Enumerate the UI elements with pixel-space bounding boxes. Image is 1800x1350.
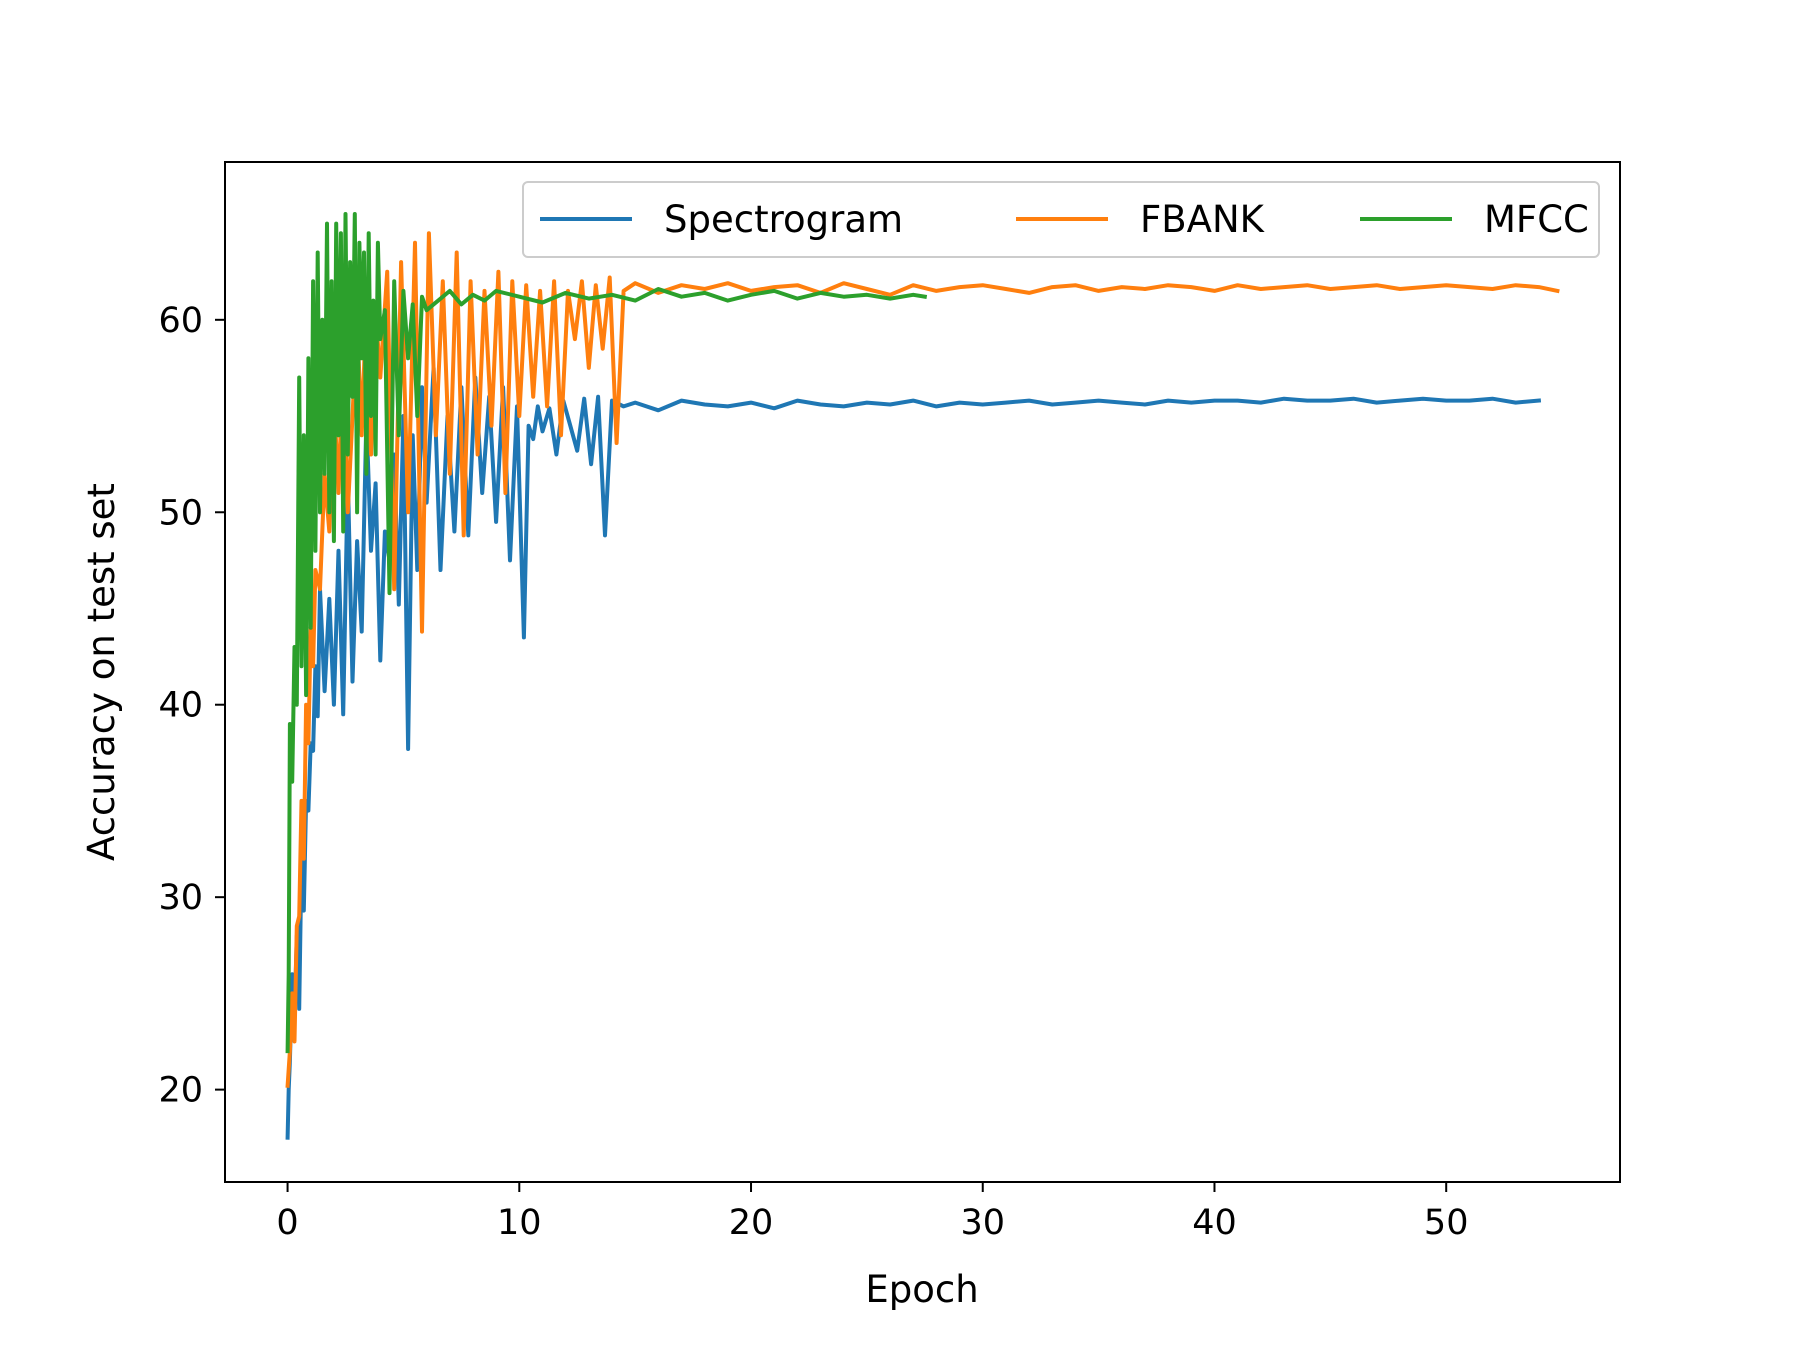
legend-entries: Spectrogram FBANK MFCC	[540, 198, 1589, 241]
legend-label-fbank: FBANK	[1140, 198, 1266, 241]
series-layer	[285, 212, 1560, 1140]
x-tick-label: 20	[729, 1203, 774, 1243]
series-line-fbank	[285, 231, 1560, 1088]
y-tick-label: 50	[158, 493, 203, 533]
y-axis: 20 30 40 50 60	[158, 301, 225, 1111]
y-tick-label: 40	[158, 686, 203, 726]
y-tick-label: 30	[158, 878, 203, 918]
x-tick-label: 0	[276, 1203, 298, 1243]
legend-label-spectrogram: Spectrogram	[664, 198, 903, 241]
x-tick-label: 50	[1424, 1203, 1469, 1243]
series-line-mfcc	[285, 212, 928, 1054]
x-axis: 0 10 20 30 40 50	[276, 1182, 1468, 1243]
y-axis-label: Accuracy on test set	[80, 483, 123, 861]
series-line-spectrogram	[285, 365, 1542, 1140]
x-tick-label: 10	[497, 1203, 542, 1243]
x-tick-label: 30	[960, 1203, 1005, 1243]
x-tick-label: 40	[1192, 1203, 1237, 1243]
plot-frame	[224, 161, 1621, 1183]
y-tick-label: 20	[158, 1071, 203, 1111]
y-tick-label: 60	[158, 301, 203, 341]
legend: Spectrogram FBANK MFCC	[522, 181, 1600, 258]
x-axis-label: Epoch	[865, 1268, 978, 1311]
legend-label-mfcc: MFCC	[1484, 198, 1589, 241]
